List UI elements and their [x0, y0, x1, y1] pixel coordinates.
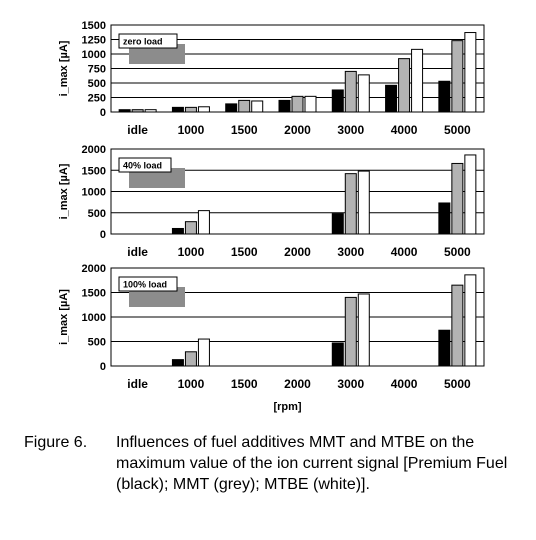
x-category-label: 3000	[337, 377, 364, 391]
x-category-label: 4000	[391, 245, 418, 259]
y-axis-label: i_max [µA]	[58, 163, 70, 219]
bar	[357, 170, 370, 235]
y-tick-label: 500	[88, 78, 106, 90]
x-category-label: 3000	[337, 123, 364, 137]
figure-caption: Figure 6. Influences of fuel additives M…	[24, 432, 524, 495]
bar	[304, 95, 317, 113]
bar	[197, 338, 210, 367]
y-tick-label: 1000	[82, 312, 106, 324]
x-category-label: idle	[127, 245, 148, 259]
bar	[197, 106, 210, 113]
y-tick-label: 1000	[82, 49, 106, 61]
x-category-label: 5000	[444, 377, 471, 391]
annotation-box	[118, 157, 172, 173]
y-tick-label: 250	[88, 93, 106, 105]
x-axis-label: [rpm]	[273, 401, 301, 413]
y-tick-label: 1250	[82, 35, 106, 47]
figure: 0 250 500 750 1000 1250 1500 i_max [µA] idle 1000…	[58, 20, 485, 413]
y-tick-label: 1000	[82, 187, 106, 199]
bar	[331, 89, 344, 113]
y-axis-label: i_max [µA]	[58, 289, 70, 345]
y-tick-label: 1500	[82, 20, 106, 32]
bar	[171, 106, 184, 113]
annotation-text: zero load	[123, 37, 163, 47]
bar	[438, 202, 451, 235]
x-category-label: idle	[127, 377, 148, 391]
bar	[184, 106, 197, 113]
annotation-text: 100% load	[123, 280, 167, 290]
bar	[464, 274, 477, 367]
bar	[398, 58, 411, 113]
y-tick-label: 2000	[82, 263, 106, 275]
y-tick-label: 1500	[82, 165, 106, 177]
bar	[331, 213, 344, 235]
bar	[291, 95, 304, 113]
legend-swatch	[129, 44, 185, 64]
annotation-text: 40% load	[123, 161, 162, 171]
bar	[438, 329, 451, 367]
bar	[171, 359, 184, 367]
bar	[144, 109, 157, 113]
bar	[118, 109, 131, 113]
bar	[451, 284, 464, 367]
y-tick-label: 0	[100, 361, 106, 373]
y-tick-label: 0	[100, 107, 106, 119]
y-tick-label: 750	[88, 64, 106, 76]
bar	[251, 100, 264, 113]
bar	[197, 210, 210, 235]
x-category-label: 4000	[391, 377, 418, 391]
legend-swatch	[129, 168, 185, 188]
bar	[438, 80, 451, 113]
y-tick-label: 0	[100, 229, 106, 241]
bar	[278, 99, 291, 113]
bar	[238, 99, 251, 113]
x-category-label: 1500	[231, 123, 258, 137]
annotation-box	[118, 276, 178, 292]
bar	[451, 162, 464, 235]
y-tick-label: 500	[88, 208, 106, 220]
bar	[411, 48, 424, 113]
chart-canvas: 0 250 500 750 1000 1250 1500 i_max [µA] idle 1000…	[58, 20, 485, 413]
x-category-label: 3000	[337, 245, 364, 259]
bar	[357, 74, 370, 113]
bar	[171, 227, 184, 235]
x-category-label: 5000	[444, 245, 471, 259]
legend-swatch	[129, 287, 185, 307]
x-category-label: 1000	[178, 123, 205, 137]
bar	[131, 109, 144, 113]
bar	[225, 103, 238, 113]
caption-number: Figure 6.	[24, 434, 88, 451]
x-category-label: idle	[127, 123, 148, 137]
annotation-box	[118, 33, 178, 49]
x-category-label: 1500	[231, 377, 258, 391]
bar	[184, 351, 197, 367]
plot-frame	[110, 267, 485, 367]
bar	[344, 70, 357, 113]
x-category-label: 1000	[178, 377, 205, 391]
y-axis-label: i_max [µA]	[58, 40, 70, 96]
bar	[464, 32, 477, 113]
plot-frame	[110, 148, 485, 235]
bar	[184, 221, 197, 235]
y-tick-label: 1500	[82, 288, 106, 300]
bar	[451, 40, 464, 113]
x-category-label: 5000	[444, 123, 471, 137]
bar	[464, 154, 477, 235]
bar	[344, 296, 357, 367]
x-category-label: 4000	[391, 123, 418, 137]
caption-text: Influences of fuel additives MMT and MTB…	[116, 434, 508, 493]
bar	[331, 342, 344, 367]
x-category-label: 2000	[284, 245, 311, 259]
bar	[344, 173, 357, 235]
y-tick-label: 500	[88, 337, 106, 349]
x-category-label: 2000	[284, 123, 311, 137]
bar	[385, 84, 398, 113]
x-category-label: 1500	[231, 245, 258, 259]
y-tick-label: 2000	[82, 144, 106, 156]
bar	[357, 293, 370, 367]
x-category-label: 2000	[284, 377, 311, 391]
x-category-label: 1000	[178, 245, 205, 259]
